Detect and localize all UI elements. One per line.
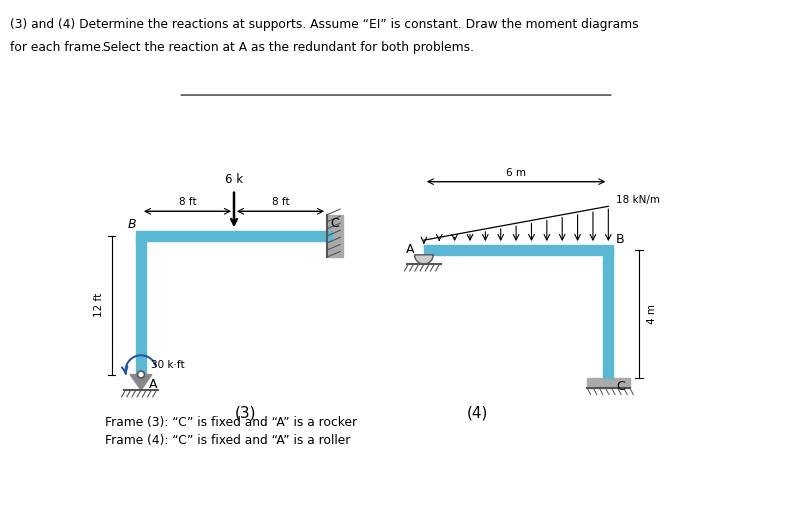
Bar (424, 245, 613, 255)
Text: for each frame.: for each frame. (10, 41, 109, 54)
Text: Frame (4): “C” is fixed and “A” is a roller: Frame (4): “C” is fixed and “A” is a rol… (105, 434, 350, 447)
Bar (136, 231, 332, 241)
Circle shape (138, 371, 145, 378)
Text: (4): (4) (467, 406, 488, 421)
Text: A: A (406, 244, 415, 256)
Text: Frame (3): “C” is fixed and “A” is a rocker: Frame (3): “C” is fixed and “A” is a roc… (105, 416, 357, 429)
Polygon shape (415, 255, 433, 264)
Text: 18 kN/m: 18 kN/m (616, 195, 660, 205)
Text: 30 k·ft: 30 k·ft (151, 360, 185, 370)
Text: (3): (3) (235, 406, 257, 421)
Text: Select the reaction at A as the redundant for both problems.: Select the reaction at A as the redundan… (103, 41, 474, 54)
Text: A: A (149, 378, 157, 391)
Text: 8 ft: 8 ft (272, 198, 290, 207)
Bar (587, 378, 630, 388)
Text: (3) and (4) Determine the reactions at supports. Assume “EI” is constant. Draw t: (3) and (4) Determine the reactions at s… (10, 18, 639, 31)
Bar (136, 236, 146, 375)
Text: C: C (616, 380, 625, 393)
Text: 6 m: 6 m (506, 168, 526, 178)
Text: B: B (616, 233, 625, 246)
Text: C: C (330, 217, 339, 230)
Text: 4 m: 4 m (647, 304, 657, 324)
Text: 6 k: 6 k (225, 173, 243, 186)
Bar (327, 215, 342, 257)
Text: B: B (127, 218, 136, 231)
Text: 8 ft: 8 ft (179, 198, 196, 207)
Text: 12 ft: 12 ft (94, 293, 104, 317)
Bar (604, 250, 613, 378)
Polygon shape (130, 375, 152, 390)
